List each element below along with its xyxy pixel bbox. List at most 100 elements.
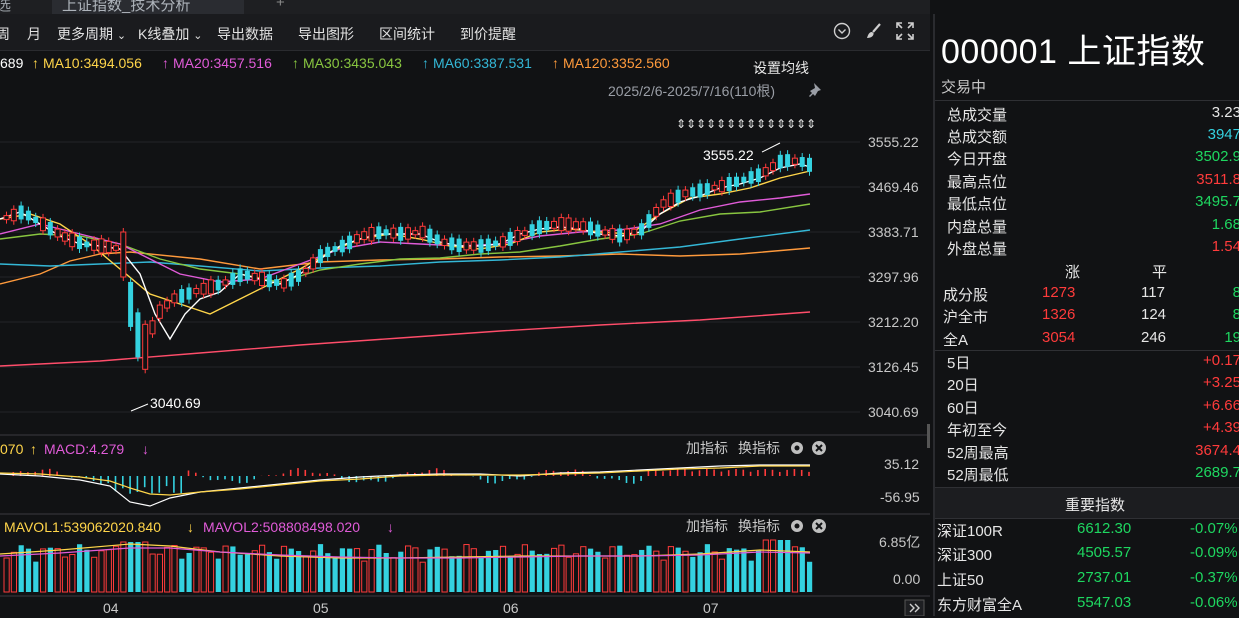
candle-body — [631, 228, 638, 235]
volume-bar — [675, 547, 681, 592]
price-alert-button[interactable]: 到价提醒 — [460, 26, 516, 42]
macd-value: MACD:4.279 — [44, 441, 124, 457]
candle-body — [310, 257, 317, 270]
volume-bar — [807, 561, 813, 592]
volume-bar — [405, 545, 412, 593]
add-indicator-button[interactable]: 加指标 — [686, 440, 728, 456]
candle-body — [244, 270, 250, 280]
ma120-value: MA120:3352.560 — [563, 55, 670, 71]
index-name: 东方财富全A — [937, 597, 1023, 614]
volume-bar — [280, 545, 288, 593]
add-indicator-button[interactable]: 加指标 — [686, 518, 728, 534]
quote-row-open: 今日开盘 3502.9 — [935, 148, 1239, 170]
scroll-right-button[interactable] — [904, 599, 925, 616]
candle-body — [595, 224, 601, 237]
candle-body — [325, 246, 331, 258]
volume-bar — [244, 554, 251, 592]
volume-bar — [120, 541, 127, 593]
candle-body — [215, 279, 221, 291]
panel-resize-handle[interactable] — [927, 424, 930, 448]
signal-arrow-icon: ⇕ — [796, 117, 806, 131]
close-icon[interactable] — [812, 441, 826, 455]
gear-icon[interactable] — [791, 520, 803, 532]
signal-arrow-icon: ⇕ — [776, 117, 786, 131]
period-month-button[interactable]: 月 — [27, 26, 41, 42]
add-tab-button[interactable]: + — [276, 0, 285, 11]
candle-body — [412, 230, 419, 236]
volume-tick-bottom: 0.00 — [893, 571, 920, 587]
chevron-down-icon: ⌄ — [116, 30, 127, 42]
breadth-up: 3054 — [1042, 329, 1076, 346]
candle-body — [734, 176, 739, 187]
index-name: 深证300 — [937, 547, 993, 564]
more-periods-dropdown[interactable]: 更多周期 ⌄ — [57, 24, 126, 44]
divider — [935, 100, 1239, 101]
export-data-button[interactable]: 导出数据 — [217, 26, 273, 42]
price-tick: 3383.71 — [868, 224, 919, 240]
volume-bar — [376, 544, 382, 592]
index-row[interactable]: 深证300 4505.57 -0.09% — [935, 544, 1239, 568]
period-row: 5日 +0.17 — [935, 352, 1239, 374]
tab-self-select[interactable]: 选 — [0, 0, 12, 14]
volume-bar — [310, 550, 317, 593]
period-row: 60日 +6.66 — [935, 397, 1239, 419]
kline-overlay-dropdown[interactable]: K线叠加 ⌄ — [138, 24, 202, 44]
period-value: 2689.7 — [1195, 464, 1239, 481]
index-row[interactable]: 上证50 2737.01 -0.37% — [935, 569, 1239, 593]
candle-body — [398, 226, 404, 241]
close-icon[interactable] — [812, 519, 826, 533]
macd-down-arrow: ↓ — [142, 441, 149, 457]
breadth-label: 成分股 — [943, 287, 989, 304]
price-tick: 3555.22 — [868, 134, 919, 150]
volume-bar — [3, 557, 10, 593]
brush-icon[interactable] — [864, 22, 884, 42]
volume-bar — [734, 549, 740, 592]
volume-bar — [25, 548, 32, 592]
index-row[interactable]: 东方财富全A 5547.03 -0.06% — [935, 594, 1239, 618]
candle-body — [33, 216, 39, 224]
period-label: 52周最高 — [947, 445, 1009, 462]
volume-bar — [98, 550, 105, 593]
switch-indicator-button[interactable]: 换指标 — [738, 518, 780, 534]
quote-value: 3947 — [1207, 126, 1239, 143]
period-week-button[interactable]: 周 — [0, 26, 10, 42]
range-stats-button[interactable]: 区间统计 — [379, 26, 435, 42]
period-value: +4.39 — [1203, 419, 1239, 436]
breadth-down: 8 — [1232, 284, 1239, 301]
tab-technical-analysis[interactable]: 上证指数_技术分析 — [52, 0, 244, 14]
price-tick: 3469.46 — [868, 179, 919, 195]
more-periods-label: 更多周期 — [57, 26, 113, 42]
candle-body — [266, 274, 272, 288]
ma-legend: 689 ↑ MA10:3494.056 ↑ MA20:3457.516 ↑ MA… — [0, 52, 930, 76]
fullscreen-icon[interactable] — [895, 22, 915, 42]
volume-bar — [215, 558, 221, 592]
candle-body — [427, 228, 433, 243]
important-indices-title: 重要指数 — [1065, 497, 1126, 514]
volume-bar — [113, 545, 120, 593]
candle-body — [551, 220, 557, 229]
mavol2-arrow: ↓ — [387, 519, 394, 535]
breadth-row: 成分股 1273 117 8 — [935, 284, 1239, 306]
volume-bar — [186, 552, 192, 592]
ma-settings-label: 设置均线 — [753, 60, 809, 76]
collapse-icon[interactable] — [832, 22, 852, 42]
candle-body — [441, 238, 448, 247]
candle-body — [682, 189, 689, 198]
pin-icon[interactable] — [809, 83, 821, 97]
candle-body — [3, 215, 10, 221]
candle-body — [383, 229, 389, 236]
kline-chart[interactable]: 2025/2/6-2025/7/16(110根) 3555.22 3469.46… — [0, 74, 930, 616]
export-image-button[interactable]: 导出图形 — [298, 26, 354, 42]
volume-bar — [690, 556, 696, 592]
volume-bar — [164, 546, 171, 593]
index-row[interactable]: 深证100R 6612.30 -0.07% — [935, 520, 1239, 544]
volume-bar — [353, 548, 361, 593]
switch-indicator-button[interactable]: 换指标 — [738, 440, 780, 456]
x-tick: 07 — [703, 600, 719, 616]
candle-body — [544, 220, 550, 231]
candle-body — [280, 278, 287, 289]
gear-icon[interactable] — [791, 442, 803, 454]
volume-bar — [149, 553, 156, 593]
volume-bar — [61, 556, 69, 593]
quote-label: 最低点位 — [947, 196, 1008, 213]
